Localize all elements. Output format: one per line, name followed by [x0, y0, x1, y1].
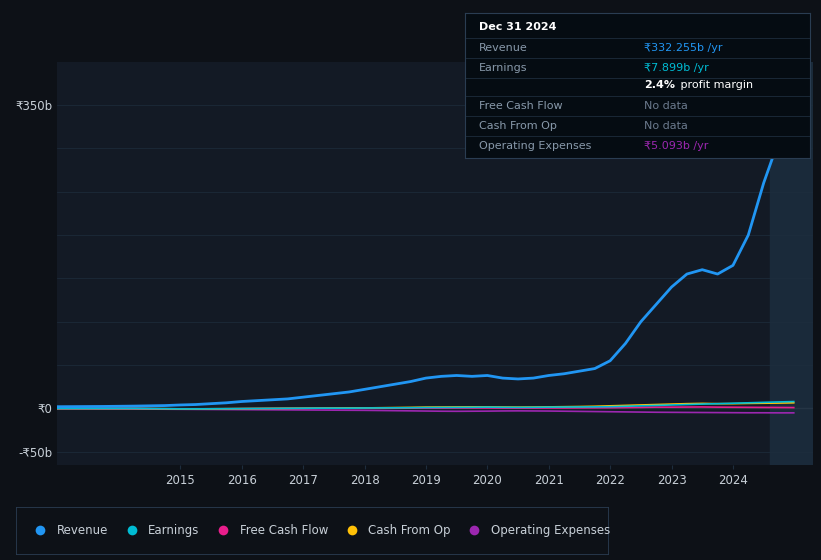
Legend: Revenue, Earnings, Free Cash Flow, Cash From Op, Operating Expenses: Revenue, Earnings, Free Cash Flow, Cash …: [22, 518, 616, 543]
Text: Free Cash Flow: Free Cash Flow: [479, 101, 562, 111]
Text: 2.4%: 2.4%: [644, 81, 676, 91]
Text: Revenue: Revenue: [479, 43, 528, 53]
Text: profit margin: profit margin: [677, 81, 754, 91]
Text: Operating Expenses: Operating Expenses: [479, 141, 591, 151]
Text: Dec 31 2024: Dec 31 2024: [479, 22, 557, 32]
Text: ₹7.899b /yr: ₹7.899b /yr: [644, 63, 709, 73]
Text: Cash From Op: Cash From Op: [479, 121, 557, 131]
Text: No data: No data: [644, 121, 688, 131]
Point: [787, 116, 800, 125]
Text: No data: No data: [644, 101, 688, 111]
Bar: [770, 62, 813, 465]
Text: ₹332.255b /yr: ₹332.255b /yr: [644, 43, 723, 53]
Text: Earnings: Earnings: [479, 63, 527, 73]
Text: ₹5.093b /yr: ₹5.093b /yr: [644, 141, 709, 151]
